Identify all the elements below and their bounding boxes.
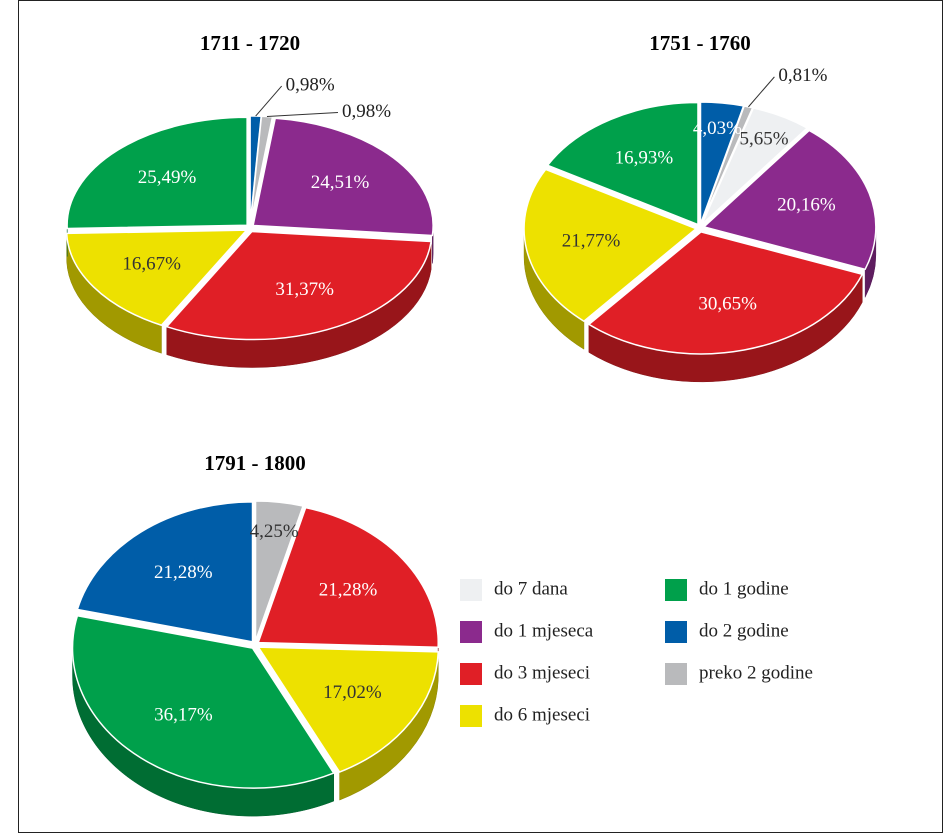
legend-label: preko 2 godine xyxy=(699,662,813,683)
pie-title: 1791 - 1800 xyxy=(204,451,306,475)
legend-label: do 3 mjeseci xyxy=(494,662,590,683)
value-label: 30,65% xyxy=(698,293,757,314)
value-label: 20,16% xyxy=(777,194,836,215)
leader-line xyxy=(255,85,283,117)
pie-title: 1751 - 1760 xyxy=(649,31,751,55)
value-label: 0,98% xyxy=(286,74,335,95)
legend-label: do 6 mjeseci xyxy=(494,704,590,725)
legend-swatch xyxy=(665,663,687,685)
value-label: 21,28% xyxy=(154,562,213,583)
slice xyxy=(700,105,754,225)
value-label: 24,51% xyxy=(311,172,370,193)
slice xyxy=(249,115,274,225)
slice xyxy=(523,168,698,323)
value-label: 16,93% xyxy=(615,148,674,169)
legend-label: do 7 dana xyxy=(494,578,568,599)
pie-title: 1711 - 1720 xyxy=(200,31,300,55)
legend-swatch xyxy=(460,621,482,643)
legend-swatch xyxy=(665,621,687,643)
slice xyxy=(701,107,809,226)
value-label: 17,02% xyxy=(323,682,382,703)
legend-swatch xyxy=(665,579,687,601)
slice xyxy=(702,129,877,271)
value-label: 16,67% xyxy=(122,254,181,275)
value-label: 4,03% xyxy=(693,118,742,139)
legend-swatch xyxy=(460,663,482,685)
leader-line xyxy=(748,76,775,108)
value-label: 25,49% xyxy=(138,167,197,188)
slice xyxy=(165,230,432,341)
value-label: 5,65% xyxy=(739,128,788,149)
slice xyxy=(254,500,305,642)
leader-line xyxy=(266,111,338,117)
legend-label: do 1 mjeseca xyxy=(494,620,594,641)
legend-swatch xyxy=(460,705,482,727)
value-label: 0,81% xyxy=(778,65,827,86)
slice xyxy=(65,229,249,327)
slice xyxy=(546,101,699,226)
legend-swatch xyxy=(460,579,482,601)
slice xyxy=(71,614,335,789)
slice xyxy=(76,501,254,643)
slice xyxy=(256,646,440,774)
value-label: 36,17% xyxy=(154,705,213,726)
legend-label: do 1 godine xyxy=(699,578,789,599)
value-label: 0,98% xyxy=(342,101,391,122)
slice xyxy=(587,231,864,355)
value-label: 21,28% xyxy=(319,579,378,600)
slice xyxy=(66,116,248,230)
legend-label: do 2 godine xyxy=(699,620,789,641)
value-label: 21,77% xyxy=(562,230,621,251)
value-label: 31,37% xyxy=(275,279,334,300)
slice xyxy=(252,117,434,237)
value-label: 4,25% xyxy=(250,521,299,542)
slice xyxy=(257,506,439,649)
